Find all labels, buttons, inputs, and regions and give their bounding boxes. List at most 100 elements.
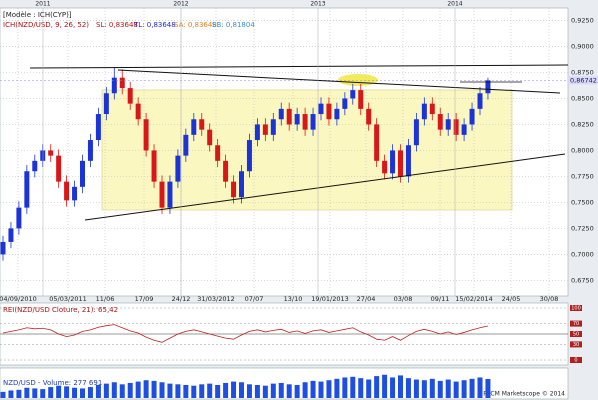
candle-body	[80, 160, 85, 187]
volume-title: NZD/USD - Volume: 277 691	[3, 379, 102, 387]
candle-body	[461, 124, 467, 135]
y-tick-label: 0,9000	[571, 42, 594, 50]
x-tick-label: 19/01/2013	[311, 295, 348, 303]
year-label: 2014	[447, 1, 462, 8]
volume-bar	[215, 385, 221, 398]
candle-body	[239, 171, 244, 198]
y-tick-label: 0,7250	[571, 224, 594, 232]
volume-bar	[239, 382, 244, 398]
volume-bar	[103, 383, 109, 398]
volume-bar	[358, 378, 364, 398]
candle-body	[445, 119, 451, 130]
y-tick-label: 0,7500	[571, 198, 594, 206]
candle-body	[437, 114, 443, 130]
volume-bar	[151, 380, 157, 398]
candle-body	[207, 129, 213, 146]
y-tick-label: 0,7000	[571, 250, 594, 258]
candle-body	[485, 80, 491, 94]
candle-body	[16, 207, 22, 229]
x-tick-label: 09/11	[431, 295, 450, 303]
volume-bar	[56, 385, 62, 398]
candle-body	[429, 103, 435, 115]
volume-bar	[231, 381, 237, 398]
volume-bar	[207, 383, 213, 398]
candle-body	[191, 119, 197, 135]
candle-body	[103, 93, 109, 115]
rsi-tick-box	[570, 341, 582, 348]
x-tick-label: 31/03/2012	[197, 295, 234, 303]
indicator-value: SA: 0,83648	[174, 21, 217, 29]
candle-body	[127, 88, 133, 104]
candle-body	[286, 108, 292, 125]
x-tick-label: 11/06	[96, 295, 115, 303]
candle-body	[0, 241, 6, 255]
volume-bar	[159, 382, 165, 398]
candle-body	[8, 228, 14, 242]
candle-body	[358, 90, 364, 109]
volume-bar	[262, 385, 268, 398]
indicator: ICH(NZD/USD, 9, 26, 52)	[3, 21, 89, 29]
volume-bar	[334, 378, 340, 398]
x-tick-label: 05/03/2011	[49, 295, 86, 303]
highlight	[338, 74, 378, 86]
volume-bar	[429, 378, 435, 398]
price-tag-label: 0,86742	[570, 76, 597, 84]
candle-body	[390, 150, 396, 174]
volume-bar	[405, 378, 411, 398]
candle-body	[32, 160, 38, 172]
candle-body	[231, 181, 237, 198]
price-tag	[568, 76, 598, 85]
indicator-value: TL: 0,83648	[133, 21, 176, 29]
candle-body	[405, 145, 411, 177]
volume-bar	[127, 382, 133, 398]
candle-body	[318, 103, 324, 115]
volume-bar	[199, 384, 205, 398]
volume-bar	[111, 382, 117, 398]
candle-body	[374, 124, 380, 161]
x-tick-label: 24/12	[172, 295, 191, 303]
volume-bar	[366, 379, 372, 398]
candle-body	[246, 140, 252, 172]
volume-bar	[398, 375, 403, 398]
y-tick-label: 0,8500	[571, 94, 594, 102]
volume-bar	[302, 382, 308, 398]
trend-line	[29, 64, 569, 69]
x-tick-label: 24/05	[502, 295, 521, 303]
x-tick-label: 03/08	[394, 295, 413, 303]
candle-body	[167, 181, 173, 208]
volume-bar	[453, 381, 459, 398]
indicator-value: SB: 0,81804	[212, 21, 255, 29]
trend-line	[117, 69, 561, 94]
candle-body	[398, 150, 403, 177]
rsi-tick-label: 100	[571, 306, 581, 312]
candle-body	[469, 108, 475, 125]
candle-body	[278, 108, 284, 120]
volume-bar	[32, 388, 38, 398]
candle-body	[413, 119, 419, 146]
candle-body	[56, 155, 62, 182]
volume-bar	[40, 389, 46, 398]
candle-body	[135, 103, 141, 120]
candle-body	[119, 77, 125, 89]
indicator-value: SL: 0,83648	[96, 21, 138, 29]
volume-bar	[254, 385, 260, 398]
rsi-tick-box	[570, 305, 582, 311]
volume-bar	[48, 387, 54, 398]
candle-body	[87, 140, 93, 161]
volume-bar	[294, 385, 300, 398]
rsi-title: REI(NZD/USD Cloture, 21): 65,42	[3, 306, 118, 314]
year-label: 2013	[310, 1, 325, 8]
trend-line	[84, 153, 566, 221]
candle-body	[270, 119, 276, 135]
rsi-tick-label: 0	[574, 358, 577, 364]
volume-bar	[223, 382, 229, 398]
candle-body	[453, 119, 459, 135]
volume-bar	[135, 381, 141, 398]
candle-body	[95, 114, 101, 141]
volume-bar	[0, 391, 6, 398]
x-tick-label: 17/09	[135, 295, 154, 303]
candle-body	[310, 114, 316, 130]
volume-bar	[421, 380, 427, 398]
volume-bar	[350, 376, 356, 398]
candle-body	[151, 150, 157, 182]
